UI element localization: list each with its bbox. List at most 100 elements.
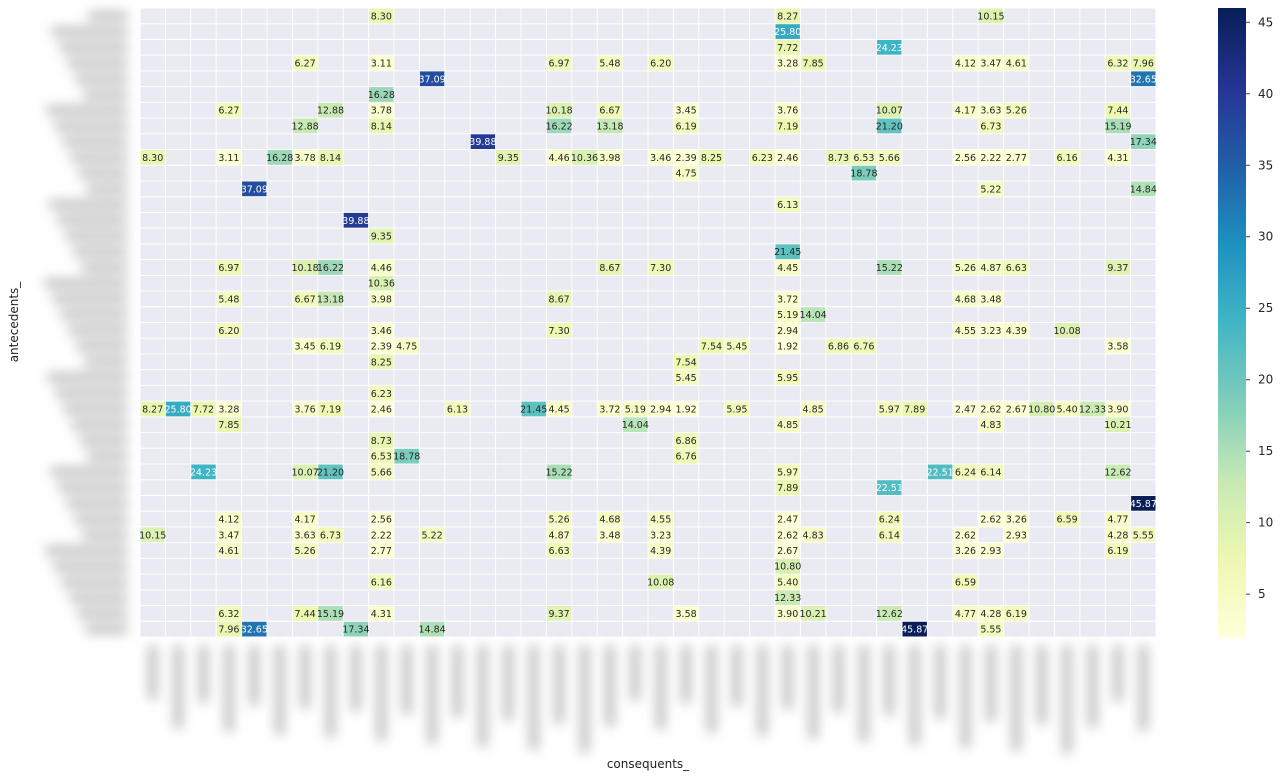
heatmap-cell-label: 4.55 (955, 326, 976, 337)
heatmap-cell-label: 12.62 (876, 609, 903, 620)
column-label-obscured (936, 645, 945, 719)
heatmap-cell-label: 6.14 (980, 467, 1001, 478)
heatmap-cell (1105, 102, 1131, 118)
row-label-obscured (76, 342, 128, 351)
column-label-obscured (758, 645, 767, 736)
column-label-obscured (275, 645, 284, 735)
heatmap-cell (775, 102, 800, 118)
heatmap-cell-label: 8.27 (777, 11, 798, 22)
heatmap-cell (546, 55, 572, 71)
heatmap-cell-label: 5.95 (726, 404, 747, 415)
heatmap-cell (369, 275, 394, 291)
column-label-obscured (377, 645, 386, 741)
heatmap-cell-label: 2.62 (980, 404, 1001, 415)
heatmap-cell (318, 527, 343, 543)
heatmap-cell-label: 2.93 (980, 546, 1001, 557)
column-label-obscured (859, 645, 868, 742)
heatmap-cell-label: 5.48 (218, 294, 239, 305)
heatmap-cell (953, 291, 978, 307)
heatmap-cell (623, 417, 648, 433)
heatmap-cell (292, 401, 318, 417)
row-label-obscured (50, 467, 128, 476)
colorbar-tick-label: 10 (1258, 516, 1273, 530)
heatmap-cell (546, 511, 572, 527)
heatmap-cell-label: 5.19 (625, 404, 646, 415)
heatmap-cell-label: 5.22 (980, 184, 1001, 195)
heatmap-cell-label: 6.23 (752, 153, 773, 164)
heatmap-cell (369, 323, 394, 338)
column-label-obscured (961, 645, 970, 748)
heatmap-cell-label: 5.26 (549, 515, 570, 526)
heatmap-cell (546, 323, 572, 338)
heatmap-cell-label: 6.20 (218, 326, 239, 337)
heatmap-cell (953, 323, 978, 338)
heatmap-cell-label: 3.98 (371, 294, 392, 305)
heatmap-cell (775, 24, 800, 39)
heatmap-cell (775, 338, 800, 354)
heatmap-cell (343, 621, 369, 637)
heatmap-cell (877, 480, 902, 495)
column-label-obscured (174, 645, 183, 729)
heatmap-cell-label: 6.19 (320, 342, 341, 353)
heatmap-cell-label: 2.94 (650, 404, 671, 415)
heatmap-cell-label: 5.40 (777, 577, 798, 588)
heatmap-cell (978, 8, 1004, 24)
heatmap-cell (775, 511, 800, 527)
heatmap-cell (292, 606, 318, 621)
heatmap-cell-label: 4.87 (980, 263, 1001, 274)
heatmap-cell-label: 21.20 (317, 467, 344, 478)
heatmap-cell-label: 14.04 (799, 310, 826, 321)
heatmap-cell (546, 291, 572, 307)
heatmap-cell-label: 4.31 (371, 609, 392, 620)
colorbar-tick-label: 25 (1258, 301, 1273, 315)
heatmap-cell-label: 8.27 (142, 404, 163, 415)
heatmap-cell-label: 4.68 (599, 515, 620, 526)
heatmap-cell (1080, 401, 1105, 417)
heatmap-cell-label: 5.48 (599, 59, 620, 70)
row-label-obscured (44, 279, 128, 288)
heatmap-cell-label: 4.77 (1107, 515, 1128, 526)
heatmap-cell-label: 37.09 (418, 74, 445, 85)
heatmap-cell-label: 10.80 (774, 562, 801, 573)
heatmap-cell (191, 401, 216, 417)
heatmap-cell (673, 370, 699, 385)
heatmap-cell-label: 4.87 (549, 530, 570, 541)
heatmap-cell-label: 18.78 (850, 169, 877, 180)
heatmap-cell-label: 25.80 (774, 27, 801, 38)
heatmap-cell (750, 150, 775, 165)
heatmap-cell-label: 5.26 (1006, 106, 1027, 117)
heatmap-cell-label: 6.27 (295, 59, 316, 70)
heatmap-cell (597, 55, 623, 71)
heatmap-cell-label: 3.45 (676, 106, 697, 117)
row-label-obscured (53, 562, 128, 571)
heatmap-cell-label: 12.62 (1104, 467, 1131, 478)
heatmap-cell-label: 6.16 (371, 577, 392, 588)
heatmap-cell (800, 55, 826, 71)
column-label-obscured (301, 645, 310, 709)
heatmap-cell (877, 150, 902, 165)
heatmap-cell (292, 260, 318, 275)
heatmap-cell (648, 260, 673, 275)
heatmap-cell-label: 3.11 (371, 59, 392, 70)
heatmap-cell-label: 24.23 (190, 467, 217, 478)
heatmap-cell (648, 574, 673, 590)
row-label-obscured (57, 216, 128, 225)
heatmap-cell (597, 260, 623, 275)
heatmap-cell-label: 7.96 (1133, 59, 1154, 70)
column-label-obscured (631, 645, 640, 701)
heatmap-cell (673, 165, 699, 181)
heatmap-cell (775, 291, 800, 307)
heatmap-cell-label: 10.21 (1104, 420, 1131, 431)
heatmap-cell (978, 55, 1004, 71)
heatmap-cell-label: 4.31 (1107, 153, 1128, 164)
heatmap-cell-label: 6.63 (1006, 263, 1027, 274)
heatmap-cell (419, 527, 445, 543)
heatmap-cell-label: 4.46 (549, 153, 570, 164)
heatmap-cell (292, 55, 318, 71)
heatmap-cell-label: 5.55 (1133, 530, 1154, 541)
heatmap-cell-label: 8.25 (701, 153, 722, 164)
row-label-obscured (77, 609, 128, 618)
heatmap-cell-label: 3.63 (295, 530, 316, 541)
heatmap-cell-label: 17.34 (342, 625, 369, 636)
heatmap-cell (877, 401, 902, 417)
